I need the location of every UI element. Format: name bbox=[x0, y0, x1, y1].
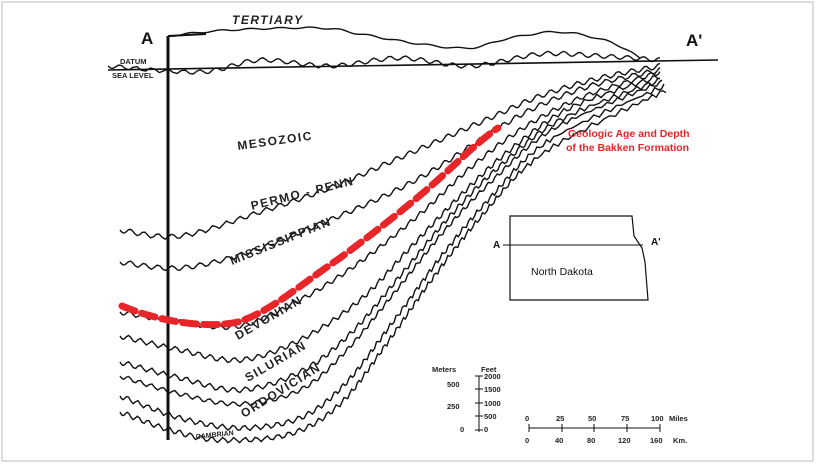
section-left-label: A bbox=[141, 29, 153, 48]
horizon-ordovician-base bbox=[119, 83, 665, 432]
inset-right-label: A' bbox=[651, 237, 661, 248]
horizontal-scale-bar: 0 25 50 75 100 Miles 0 40 80 120 160 Km. bbox=[525, 414, 688, 445]
unit-label-tertiary: TERTIARY bbox=[232, 13, 304, 27]
north-dakota-outline bbox=[509, 215, 649, 301]
km-tick-120: 120 bbox=[618, 436, 631, 445]
miles-unit: Miles bbox=[669, 414, 688, 423]
feet-tick-0: 0 bbox=[484, 425, 488, 434]
horizon-devonian-base bbox=[119, 75, 661, 364]
miles-tick-0: 0 bbox=[525, 414, 529, 423]
miles-tick-50: 50 bbox=[588, 414, 596, 423]
sea-level-label: SEA LEVEL bbox=[112, 71, 154, 80]
section-top-tick bbox=[167, 33, 207, 37]
horizon-silurian-base bbox=[119, 77, 661, 394]
feet-tick-2000: 2000 bbox=[484, 372, 501, 381]
meters-tick-500: 500 bbox=[447, 380, 460, 389]
figure-title-line2: of the Bakken Formation bbox=[566, 142, 689, 154]
datum-label: DATUM bbox=[120, 57, 147, 66]
horizon-ordovician-top bbox=[119, 79, 663, 407]
km-tick-40: 40 bbox=[555, 436, 563, 445]
horizon-lines bbox=[107, 26, 667, 444]
section-right-label: A' bbox=[686, 31, 702, 50]
miles-tick-75: 75 bbox=[621, 414, 629, 423]
feet-header: Feet bbox=[481, 365, 497, 374]
bakken-formation-line bbox=[118, 124, 502, 329]
meters-tick-250: 250 bbox=[447, 402, 460, 411]
meters-tick-0: 0 bbox=[460, 425, 464, 434]
vertical-scale-bar: Meters Feet 500 250 0 2000 1500 1000 500… bbox=[432, 365, 501, 434]
feet-tick-1500: 1500 bbox=[484, 385, 501, 394]
km-tick-0: 0 bbox=[525, 436, 529, 445]
km-unit: Km. bbox=[673, 436, 687, 445]
inset-left-label: A bbox=[493, 240, 500, 251]
sea-level-line bbox=[107, 59, 719, 71]
horizon-tertiary-base bbox=[107, 50, 661, 75]
feet-tick-500: 500 bbox=[484, 412, 497, 421]
figure-title-line1: Geologic Age and Depth bbox=[568, 128, 690, 140]
miles-tick-25: 25 bbox=[556, 414, 564, 423]
horizon-permo-penn-base bbox=[119, 67, 661, 272]
figure-border bbox=[1, 1, 814, 462]
horizon-cambrian-base bbox=[119, 90, 667, 444]
km-tick-80: 80 bbox=[587, 436, 595, 445]
inset-map: A A' North Dakota bbox=[493, 215, 661, 301]
meters-header: Meters bbox=[432, 365, 456, 374]
horizon-mesozoic-base bbox=[119, 63, 661, 240]
km-tick-160: 160 bbox=[650, 436, 663, 445]
miles-tick-100: 100 bbox=[651, 414, 664, 423]
feet-tick-1000: 1000 bbox=[484, 399, 501, 408]
unit-label-cambrian: CAMBRIAN bbox=[195, 430, 234, 441]
inset-state-label: North Dakota bbox=[531, 266, 593, 278]
horizon-tertiary-top bbox=[167, 26, 641, 59]
